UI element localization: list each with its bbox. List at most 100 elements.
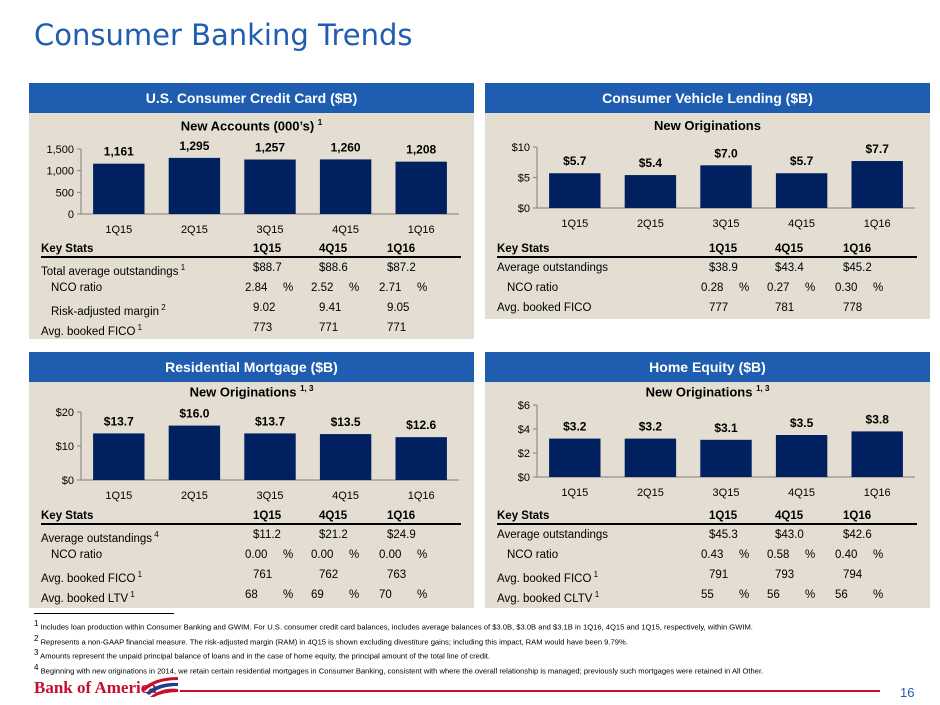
- stats-value: 763: [387, 569, 407, 581]
- stats-column-header: 1Q15: [253, 510, 282, 522]
- percent-sign: %: [283, 589, 294, 601]
- stats-value: 9.05: [387, 302, 410, 314]
- x-tick-label: 3Q15: [713, 487, 740, 499]
- stats-column-header: 1Q16: [843, 243, 872, 255]
- chart-title: New Originations: [654, 118, 761, 133]
- y-tick-label: $6: [518, 400, 530, 412]
- stats-row-label: Avg. booked FICO: [497, 302, 592, 314]
- home-equity-originations-chart: $0 $2 $4 $6 $3.2 1Q15 $3.2 2Q15 $3.1 3Q15 $3.5 4Q15…: [518, 400, 915, 499]
- credit-card-panel: U.S. Consumer Credit Card ($B) New Accou…: [29, 83, 474, 339]
- x-tick-label: 3Q15: [257, 490, 284, 502]
- stats-value: $45.3: [709, 529, 738, 541]
- bar: [168, 425, 221, 480]
- chart-title: New Originations 1, 3: [189, 384, 314, 400]
- footnote: 3 Amounts represent the unpaid principal…: [34, 648, 490, 661]
- stats-row-label: NCO ratio: [507, 282, 559, 294]
- stats-value: 777: [709, 302, 729, 314]
- stats-value: 778: [843, 302, 863, 314]
- x-tick-label: 1Q15: [105, 224, 132, 236]
- vehicle-lending-panel: Consumer Vehicle Lending ($B) New Origin…: [485, 83, 930, 319]
- stats-row-label: Avg. booked FICO 1: [41, 570, 143, 585]
- stats-row: Avg. booked CLTV 1 55% 56% 56%: [497, 585, 917, 605]
- stats-row: NCO ratio 0.28% 0.27% 0.30%: [497, 278, 917, 298]
- percent-sign: %: [283, 549, 294, 561]
- footnote: 1 Includes loan production within Consum…: [34, 619, 753, 632]
- stats-value: $11.2: [253, 529, 281, 541]
- y-tick-label: $20: [56, 407, 74, 419]
- stats-row: Avg. booked FICO 1 791 793 794: [497, 565, 917, 585]
- panel-header: Consumer Vehicle Lending ($B): [485, 83, 930, 113]
- stats-value: 0.00: [311, 549, 334, 561]
- stats-value: 761: [253, 569, 273, 581]
- stats-value: 0.58: [767, 549, 790, 561]
- y-tick-label: 1,500: [46, 144, 74, 156]
- x-tick-label: 4Q15: [332, 490, 359, 502]
- x-tick-label: 1Q15: [561, 218, 588, 230]
- stats-value: 0.43: [701, 549, 724, 561]
- new-accounts-chart: 0 500 1,000 1,500 1,161 1Q15 1,295 2Q15 1,257 3Q1…: [46, 139, 459, 236]
- bar: [549, 438, 601, 477]
- percent-sign: %: [417, 589, 428, 601]
- bar: [244, 433, 296, 480]
- stats-column-header: 4Q15: [319, 243, 348, 255]
- stats-value: 794: [843, 569, 863, 581]
- stats-value: 0.00: [245, 549, 268, 561]
- key-stats-table: Key Stats 1Q15 4Q15 1Q16 Average outstanding…: [497, 241, 917, 318]
- x-tick-label: 1Q16: [408, 224, 435, 236]
- percent-sign: %: [349, 589, 360, 601]
- stats-value: 773: [253, 322, 273, 334]
- panel-header: Home Equity ($B): [485, 352, 930, 382]
- data-label: 1,161: [104, 145, 134, 159]
- key-stats-table: Key Stats 1Q15 4Q15 1Q16 Total average outst…: [41, 241, 461, 338]
- stats-row: NCO ratio 0.00% 0.00% 0.00%: [41, 545, 461, 565]
- percent-sign: %: [417, 549, 428, 561]
- stats-column-header: 1Q16: [843, 510, 872, 522]
- y-tick-label: $10: [512, 142, 530, 154]
- y-tick-label: $0: [62, 475, 74, 487]
- stats-row-label: NCO ratio: [51, 282, 103, 294]
- vehicle-originations-chart: $0 $5 $10 $5.7 1Q15 $5.4 2Q15 $7.0 3Q15 $5.7 4Q15 $…: [512, 142, 915, 230]
- data-label: 1,257: [255, 141, 285, 155]
- bar: [93, 163, 145, 214]
- company-logo: Bank of America: [34, 678, 157, 697]
- bar: [319, 434, 372, 480]
- stats-header-row: Key Stats 1Q15 4Q15 1Q16: [41, 241, 461, 258]
- stats-row-label: Avg. booked CLTV 1: [497, 590, 600, 605]
- data-label: $5.4: [639, 156, 663, 170]
- stats-value: 0.30: [835, 282, 858, 294]
- data-label: $7.0: [714, 146, 738, 160]
- y-tick-label: $4: [518, 424, 530, 436]
- stats-value: 781: [775, 302, 795, 314]
- x-tick-label: 3Q15: [257, 224, 284, 236]
- stats-value: 2.84: [245, 282, 268, 294]
- percent-sign: %: [873, 589, 884, 601]
- stats-row: Average outstandings 4 $11.2 $21.2 $24.9: [41, 525, 461, 545]
- stats-row-label: Avg. booked FICO 1: [41, 323, 143, 338]
- stats-value: 70: [379, 589, 392, 601]
- data-label: $16.0: [179, 407, 209, 421]
- data-label: 1,208: [406, 143, 436, 157]
- x-tick-label: 1Q15: [561, 487, 588, 499]
- stats-column-header: 1Q16: [387, 243, 416, 255]
- x-tick-label: 4Q15: [788, 218, 815, 230]
- y-tick-label: $0: [518, 203, 530, 215]
- residential-mortgage-panel: Residential Mortgage ($B) New Originatio…: [29, 352, 474, 608]
- data-label: $13.5: [331, 415, 361, 429]
- bar: [244, 159, 296, 214]
- x-tick-label: 2Q15: [637, 218, 664, 230]
- x-tick-label: 4Q15: [332, 224, 359, 236]
- stats-column-header: 4Q15: [775, 243, 804, 255]
- percent-sign: %: [283, 282, 294, 294]
- bar: [624, 438, 677, 477]
- stats-value: 791: [709, 569, 729, 581]
- bar: [700, 439, 752, 477]
- stats-value: 771: [319, 322, 339, 334]
- stats-column-header: 4Q15: [319, 510, 348, 522]
- data-label: $13.7: [104, 414, 134, 428]
- stats-value: 0.00: [379, 549, 402, 561]
- x-tick-label: 2Q15: [181, 490, 208, 502]
- stats-value: 762: [319, 569, 339, 581]
- page-number: 16: [900, 685, 915, 700]
- stats-value: 55: [701, 589, 714, 601]
- percent-sign: %: [417, 282, 428, 294]
